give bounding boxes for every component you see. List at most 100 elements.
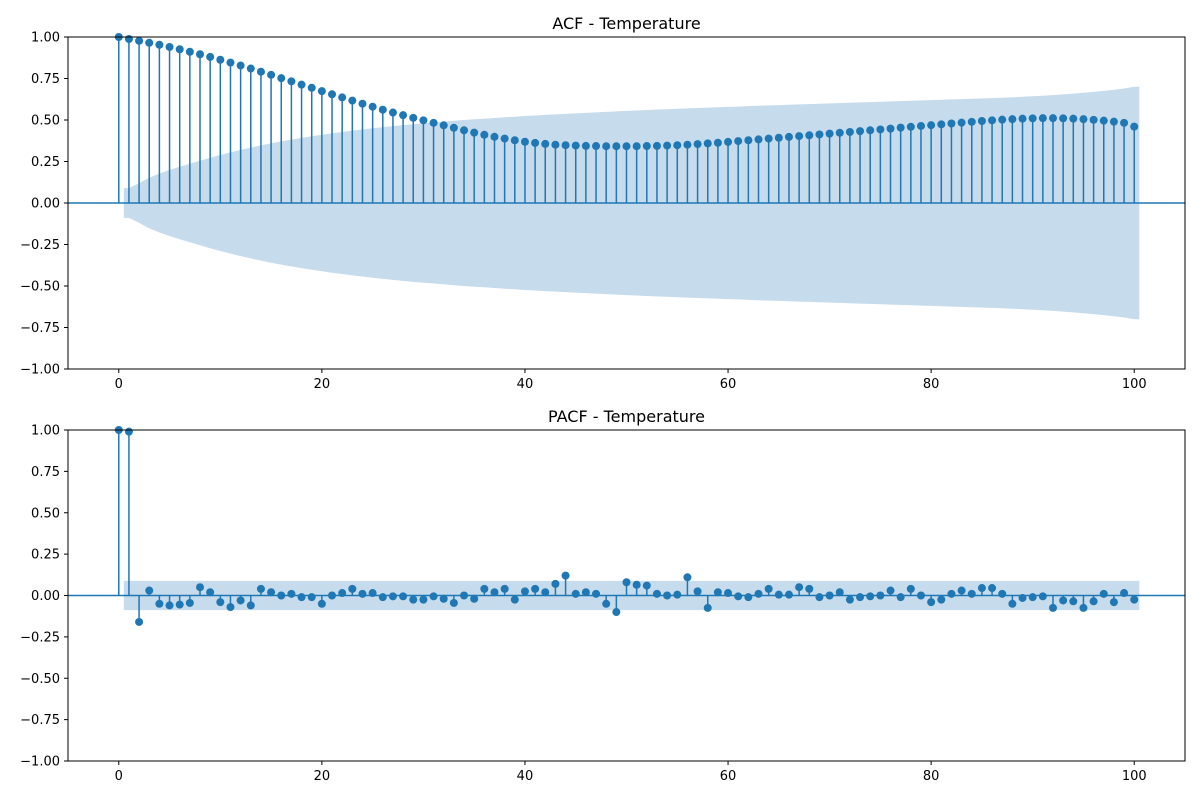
acf-marker <box>592 142 601 151</box>
pacf-marker <box>388 592 397 601</box>
pacf-marker <box>805 584 814 593</box>
acf-marker <box>470 128 479 137</box>
pacf-marker <box>500 584 509 593</box>
pacf-marker <box>602 599 611 608</box>
pacf-marker <box>835 588 844 597</box>
acf-panel: ACF - Temperature 0 20 40 60 80 100 −1.00 −0.75 −… <box>20 14 1186 392</box>
pacf-marker <box>429 592 438 601</box>
acf-marker <box>845 127 854 136</box>
pacf-marker <box>1099 589 1108 598</box>
acf-marker <box>663 141 672 150</box>
acf-marker <box>734 137 743 146</box>
acf-marker <box>551 140 560 149</box>
acf-marker <box>856 127 865 136</box>
pacf-ytick-label: −0.75 <box>20 713 60 728</box>
pacf-marker <box>703 603 712 612</box>
pacf-marker <box>977 584 986 593</box>
acf-marker <box>419 116 428 125</box>
pacf-marker <box>693 587 702 596</box>
acf-marker <box>206 52 215 61</box>
pacf-marker <box>368 589 377 598</box>
acf-marker <box>185 47 194 56</box>
pacf-marker <box>541 588 550 597</box>
pacf-marker <box>744 593 753 602</box>
pacf-marker <box>196 583 205 592</box>
pacf-marker <box>307 593 316 602</box>
pacf-marker <box>774 590 783 599</box>
acf-marker <box>724 137 733 146</box>
pacf-marker <box>206 588 215 597</box>
pacf-ytick-label: −1.00 <box>20 755 60 770</box>
pacf-marker <box>297 593 306 602</box>
acf-marker <box>155 40 164 49</box>
pacf-marker <box>683 573 692 582</box>
pacf-marker <box>896 593 905 602</box>
acf-marker <box>409 113 418 122</box>
pacf-marker <box>1018 593 1027 602</box>
acf-marker <box>998 115 1007 124</box>
acf-marker <box>287 77 296 86</box>
acf-marker <box>1018 114 1027 123</box>
acf-xtick-label: 0 <box>115 377 123 392</box>
acf-marker <box>388 108 397 117</box>
acf-marker <box>561 141 570 150</box>
acf-marker <box>571 141 580 150</box>
acf-marker <box>906 122 915 131</box>
pacf-marker <box>937 595 946 604</box>
acf-title: ACF - Temperature <box>552 14 700 33</box>
acf-marker <box>967 117 976 126</box>
acf-marker <box>795 132 804 141</box>
pacf-marker <box>988 584 997 593</box>
pacf-marker <box>480 584 489 593</box>
acf-marker <box>652 141 661 150</box>
pacf-marker <box>226 603 235 612</box>
pacf-marker <box>652 589 661 598</box>
pacf-marker <box>267 588 276 597</box>
acf-marker <box>1089 115 1098 124</box>
acf-marker <box>754 135 763 144</box>
pacf-marker <box>815 593 824 602</box>
acf-ytick-label: −0.75 <box>20 321 60 336</box>
acf-marker <box>541 139 550 148</box>
pacf-marker <box>663 591 672 600</box>
acf-marker <box>683 140 692 149</box>
acf-marker <box>632 142 641 151</box>
pacf-marker <box>1008 599 1017 608</box>
acf-marker <box>358 99 367 108</box>
acf-marker <box>1130 122 1139 131</box>
pacf-marker <box>876 591 885 600</box>
acf-ytick-label: −1.00 <box>20 363 60 378</box>
acf-marker <box>1099 116 1108 125</box>
acf-marker <box>805 131 814 140</box>
acf-marker <box>480 130 489 139</box>
acf-marker <box>937 120 946 129</box>
acf-marker <box>510 136 519 145</box>
acf-marker <box>876 125 885 134</box>
pacf-marker <box>277 591 286 600</box>
pacf-marker <box>642 581 651 590</box>
acf-marker <box>896 123 905 132</box>
pacf-marker <box>754 589 763 598</box>
acf-marker <box>886 124 895 133</box>
acf-marker <box>145 38 154 47</box>
acf-marker <box>531 138 540 147</box>
pacf-marker <box>1079 603 1088 612</box>
acf-marker <box>449 123 458 132</box>
acf-marker <box>1028 114 1037 123</box>
pacf-marker <box>409 595 418 604</box>
pacf-marker <box>571 589 580 598</box>
pacf-marker <box>957 586 966 595</box>
acf-marker <box>1038 114 1047 123</box>
pacf-marker <box>470 594 479 603</box>
acf-marker <box>165 42 174 51</box>
pacf-marker <box>612 608 621 617</box>
acf-ytick-label: 1.00 <box>31 31 60 46</box>
acf-marker <box>947 119 956 128</box>
acf-marker <box>764 134 773 143</box>
pacf-marker <box>287 589 296 598</box>
pacf-marker <box>1028 593 1037 602</box>
acf-ytick-label: −0.25 <box>20 238 60 253</box>
pacf-panel: PACF - Temperature 0 20 40 60 80 100 −1.00 −0.75… <box>20 407 1186 784</box>
pacf-marker <box>1089 597 1098 606</box>
pacf-marker <box>165 601 174 610</box>
